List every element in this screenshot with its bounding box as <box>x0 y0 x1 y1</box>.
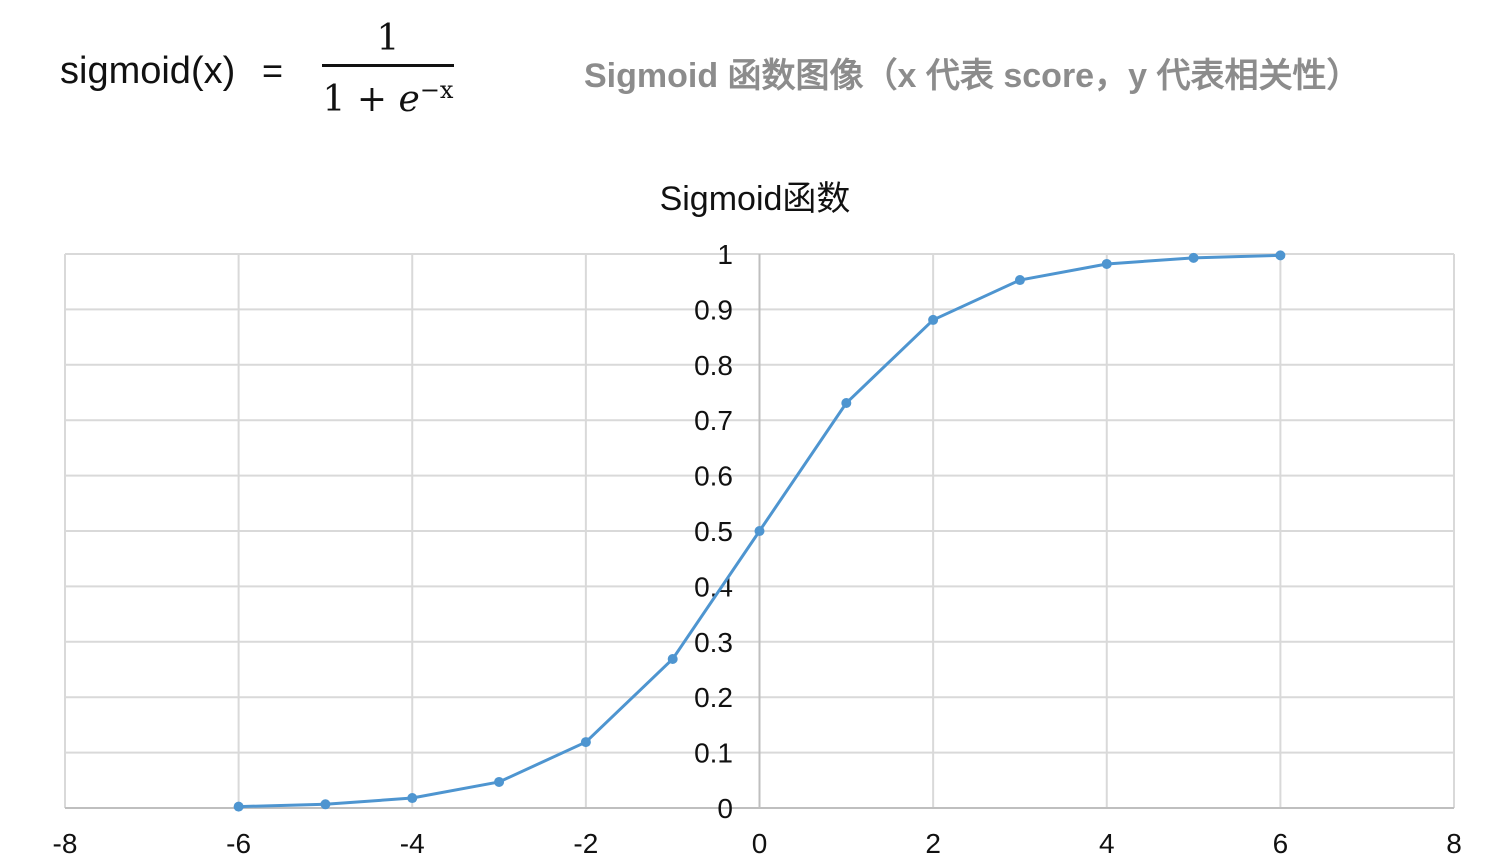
data-point <box>667 653 678 664</box>
data-point <box>1275 250 1286 261</box>
data-point <box>407 793 418 804</box>
annotation-text: Sigmoid 函数图像（x 代表 score，y 代表相关性） <box>584 57 1361 95</box>
data-point <box>928 314 939 325</box>
y-tick-label: 0.6 <box>694 461 733 492</box>
x-tick-label: 4 <box>1099 828 1115 859</box>
data-point <box>494 776 505 787</box>
x-tick-label: 6 <box>1273 828 1289 859</box>
y-tick-label: 0.3 <box>694 627 733 658</box>
fraction-bar <box>322 64 454 67</box>
data-point <box>1188 252 1199 263</box>
data-point <box>1014 275 1025 286</box>
x-tick-label: 2 <box>925 828 941 859</box>
x-tick-label: -6 <box>226 828 251 859</box>
data-point <box>580 737 591 748</box>
y-tick-label: 0.1 <box>694 738 733 769</box>
x-tick-label: 8 <box>1446 828 1462 859</box>
data-point <box>233 801 244 812</box>
y-tick-label: 1 <box>717 239 733 270</box>
chart-title: Sigmoid函数 <box>660 180 851 218</box>
denominator-e: e <box>398 79 420 120</box>
formula-denominator: 1 + e−x <box>322 69 454 121</box>
y-tick-label: 0 <box>717 793 733 824</box>
tick-labels: 00.10.20.30.40.50.60.70.80.91-8 -6 -4 -2 0 2 4… <box>53 239 1462 859</box>
data-point <box>754 526 765 536</box>
formula-lhs: sigmoid(x) <box>60 50 236 92</box>
data-point <box>841 398 852 409</box>
y-tick-label: 0.7 <box>694 405 733 436</box>
x-tick-label: -4 <box>400 828 425 859</box>
denominator-base: 1 + <box>322 79 399 120</box>
x-tick-label: -2 <box>573 828 598 859</box>
y-tick-label: 0.9 <box>694 294 733 325</box>
y-tick-label: 0.5 <box>694 516 733 547</box>
x-tick-label: 0 <box>752 828 768 859</box>
formula-numerator: 1 <box>376 18 400 59</box>
denominator-exponent: −x <box>419 76 454 104</box>
data-point <box>1101 258 1112 269</box>
data-point <box>320 799 331 810</box>
formula-equals: = <box>262 50 284 91</box>
x-tick-label: -8 <box>53 828 78 859</box>
series-sigmoid <box>233 250 1286 812</box>
formula-fraction: 1 1 + e−x <box>322 18 454 121</box>
y-tick-label: 0.2 <box>694 682 733 713</box>
y-tick-label: 0.8 <box>694 350 733 381</box>
